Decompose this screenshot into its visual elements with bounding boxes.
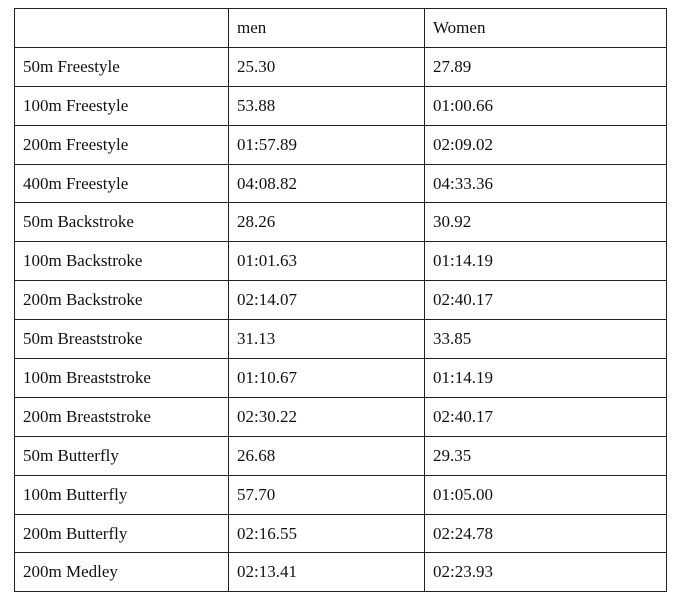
event-cell: 200m Butterfly [14, 513, 229, 554]
header-cell-women: Women [424, 8, 667, 48]
table-row: 50m Freestyle 25.30 27.89 [14, 46, 667, 87]
women-time-cell: 30.92 [424, 202, 667, 243]
women-time-cell: 04:33.36 [424, 163, 667, 204]
event-cell: 200m Medley [14, 552, 229, 593]
men-time-cell: 02:30.22 [228, 396, 425, 437]
women-time-cell: 01:14.19 [424, 358, 667, 398]
women-time-cell: 02:40.17 [424, 280, 667, 321]
women-time-cell: 02:23.93 [424, 552, 667, 593]
men-time-cell: 25.30 [228, 46, 425, 87]
women-time-cell: 29.35 [424, 435, 667, 476]
event-cell: 100m Freestyle [14, 85, 229, 126]
women-time-cell: 02:40.17 [424, 396, 667, 437]
table-row: 400m Freestyle 04:08.82 04:33.36 [14, 163, 667, 204]
event-cell: 50m Backstroke [14, 202, 229, 243]
table-row: 100m Breaststroke 01:10.67 01:14.19 [14, 358, 667, 398]
event-cell: 50m Butterfly [14, 435, 229, 476]
men-time-cell: 31.13 [228, 319, 425, 360]
men-time-cell: 53.88 [228, 85, 425, 126]
event-cell: 200m Backstroke [14, 280, 229, 321]
men-time-cell: 04:08.82 [228, 163, 425, 204]
table-row: 50m Breaststroke 31.13 33.85 [14, 319, 667, 360]
header-cell-event [14, 8, 229, 48]
men-time-cell: 28.26 [228, 202, 425, 243]
men-time-cell: 01:01.63 [228, 241, 425, 282]
table-row: 200m Medley 02:13.41 02:23.93 [14, 552, 667, 593]
table-row: 50m Backstroke 28.26 30.92 [14, 202, 667, 243]
men-time-cell: 02:16.55 [228, 513, 425, 554]
women-time-cell: 01:14.19 [424, 241, 667, 282]
table-row: 200m Breaststroke 02:30.22 02:40.17 [14, 396, 667, 437]
event-cell: 400m Freestyle [14, 163, 229, 204]
men-time-cell: 57.70 [228, 474, 425, 515]
event-cell: 100m Butterfly [14, 474, 229, 515]
table-row: 100m Backstroke 01:01.63 01:14.19 [14, 241, 667, 282]
women-time-cell: 01:05.00 [424, 474, 667, 515]
event-cell: 50m Freestyle [14, 46, 229, 87]
men-time-cell: 02:14.07 [228, 280, 425, 321]
women-time-cell: 01:00.66 [424, 85, 667, 126]
table-row: 200m Freestyle 01:57.89 02:09.02 [14, 124, 667, 165]
header-cell-men: men [228, 8, 425, 48]
event-cell: 200m Freestyle [14, 124, 229, 165]
women-time-cell: 33.85 [424, 319, 667, 360]
men-time-cell: 02:13.41 [228, 552, 425, 593]
table-row: 200m Butterfly 02:16.55 02:24.78 [14, 513, 667, 554]
table-row: 100m Butterfly 57.70 01:05.00 [14, 474, 667, 515]
men-time-cell: 01:57.89 [228, 124, 425, 165]
table-row: 100m Freestyle 53.88 01:00.66 [14, 85, 667, 126]
table-row: 50m Butterfly 26.68 29.35 [14, 435, 667, 476]
men-time-cell: 26.68 [228, 435, 425, 476]
event-cell: 200m Breaststroke [14, 396, 229, 437]
table-row: 200m Backstroke 02:14.07 02:40.17 [14, 280, 667, 321]
men-time-cell: 01:10.67 [228, 358, 425, 398]
women-time-cell: 02:09.02 [424, 124, 667, 165]
event-cell: 50m Breaststroke [14, 319, 229, 360]
header-row: men Women [14, 8, 667, 48]
women-time-cell: 02:24.78 [424, 513, 667, 554]
women-time-cell: 27.89 [424, 46, 667, 87]
swim-times-table: men Women 50m Freestyle 25.30 27.89 100m Fr… [14, 8, 667, 593]
event-cell: 100m Breaststroke [14, 358, 229, 398]
event-cell: 100m Backstroke [14, 241, 229, 282]
